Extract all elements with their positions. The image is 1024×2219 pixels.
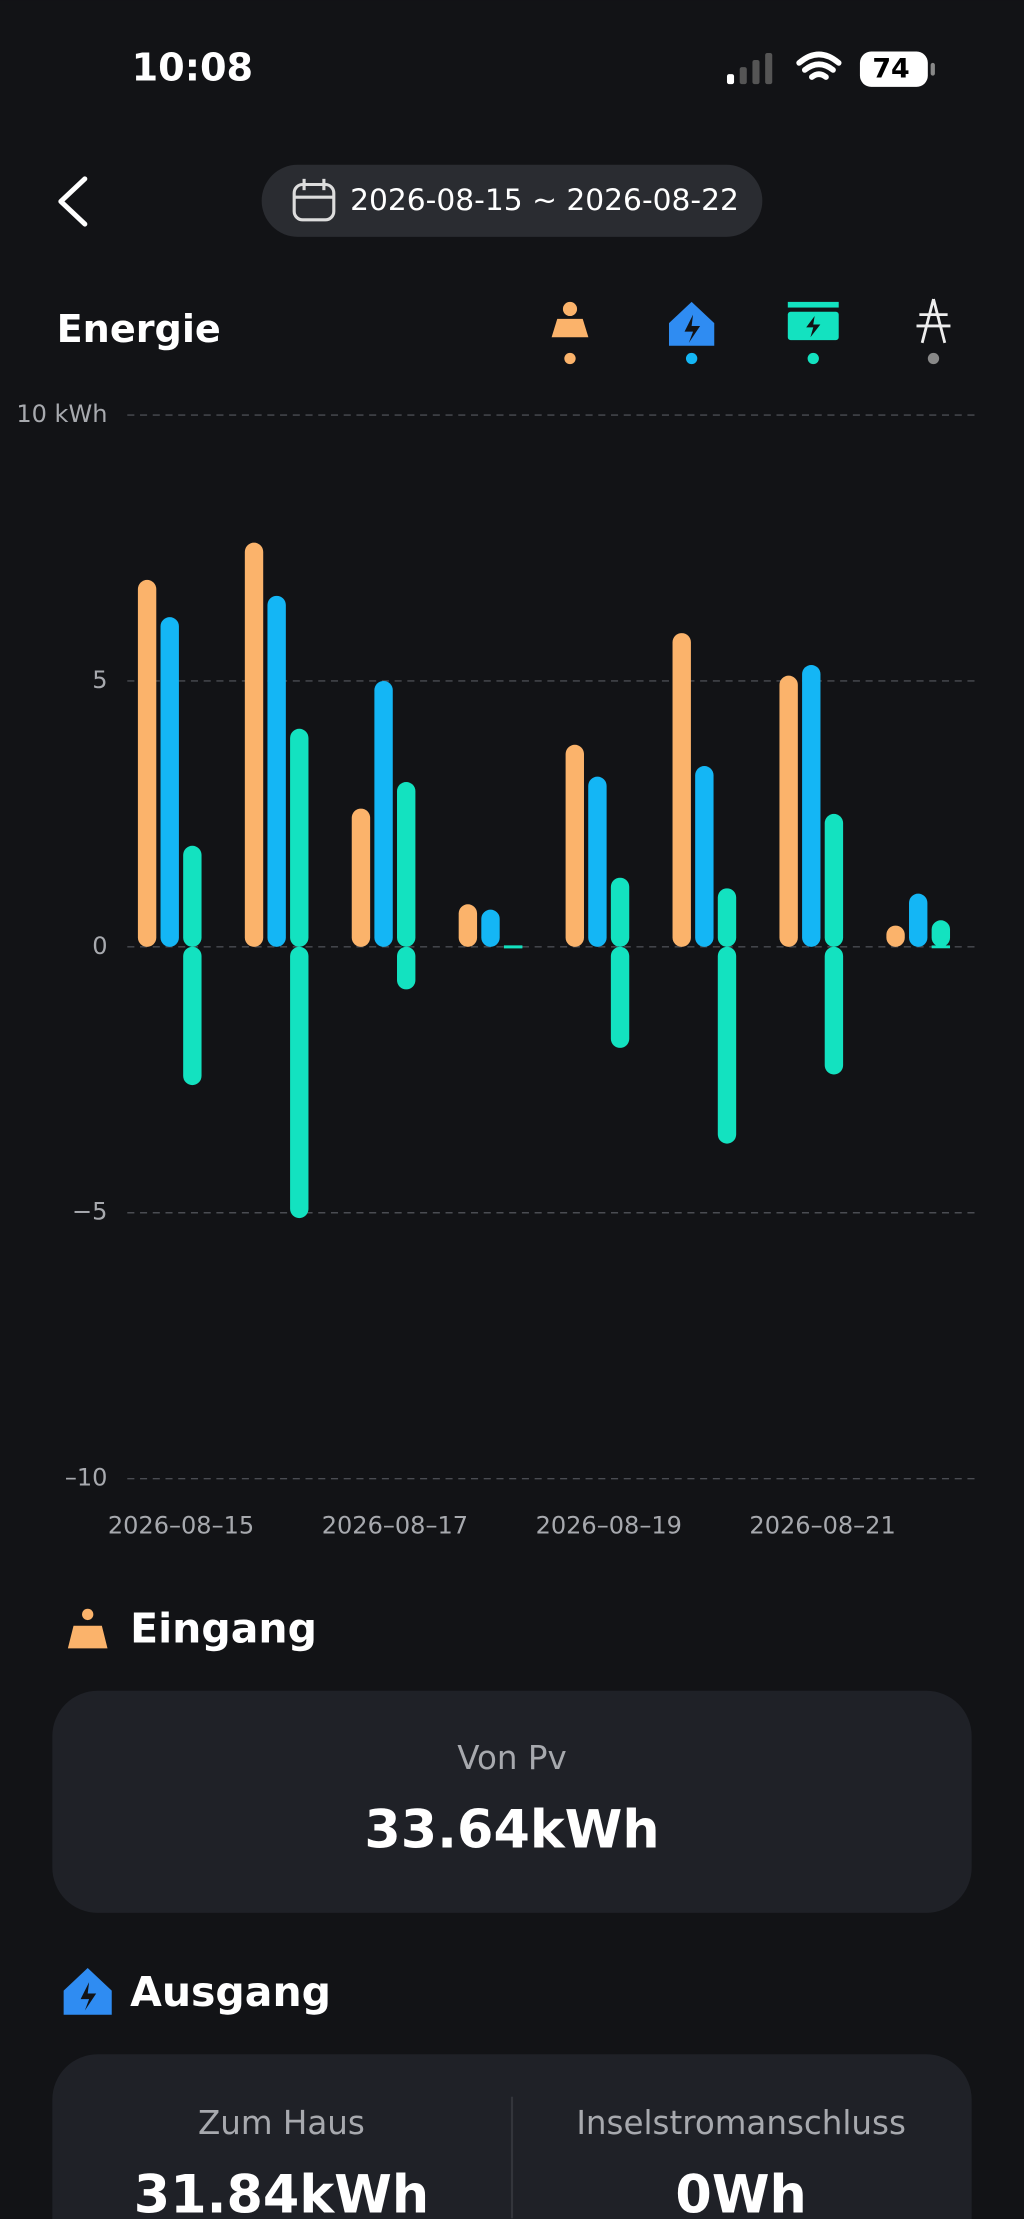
signal-icon [726, 52, 773, 85]
battery-icon [859, 51, 928, 87]
bar [397, 946, 416, 990]
pv-icon [67, 1608, 108, 1649]
bar [802, 664, 821, 947]
bar [290, 946, 309, 1219]
bar [779, 675, 798, 947]
bar [672, 633, 691, 947]
legend-grid[interactable] [916, 298, 951, 365]
bar [481, 909, 500, 947]
date-range: 2026-08-15 ~ 2026-08-22 [350, 183, 739, 218]
legend-pv[interactable] [551, 301, 589, 365]
y-tick-label: 5 [92, 666, 107, 694]
bar [824, 813, 844, 947]
calendar-icon [292, 178, 336, 222]
bar [824, 946, 844, 1075]
legend-battery[interactable] [787, 301, 839, 365]
item-value: 0Wh [675, 2165, 806, 2219]
x-tick-label: 2026–08–15 [108, 1512, 254, 1540]
item-label: Von Pv [457, 1739, 566, 1777]
bar [610, 877, 630, 947]
clock: 10:08 [132, 46, 254, 90]
bar [137, 579, 157, 947]
bar [588, 776, 607, 947]
bar [397, 781, 416, 947]
battery-tip [930, 62, 935, 76]
bar [565, 744, 584, 947]
bar [717, 946, 737, 1144]
y-tick-label: −5 [72, 1198, 107, 1226]
wifi-icon [796, 51, 842, 80]
bar [503, 945, 523, 949]
bar [183, 845, 202, 947]
bar [267, 595, 286, 947]
bar [909, 893, 928, 947]
bar [160, 617, 179, 947]
y-tick-label: 10 kWh [16, 400, 107, 428]
bar [458, 904, 478, 947]
back-button[interactable] [58, 176, 88, 227]
date-picker[interactable] [261, 164, 763, 237]
bar [886, 925, 905, 947]
home-icon [63, 1968, 112, 2015]
bar [244, 542, 264, 947]
bar [610, 946, 630, 1048]
section-title: Eingang [130, 1604, 317, 1652]
y-tick-label: –10 [65, 1464, 108, 1492]
bar [717, 888, 737, 947]
bar [931, 920, 951, 947]
item-value: 33.64kWh [364, 1800, 659, 1861]
card [52, 1690, 972, 1913]
x-tick-label: 2026–08–19 [536, 1512, 682, 1540]
section-eingang: Eingang Von Pv 33.64kWh [52, 1604, 972, 1913]
bar [931, 945, 951, 949]
section-ausgang: Ausgang Zum Haus 31.84kWh Inselstromansc… [52, 1968, 972, 2219]
battery-level: 74 [872, 53, 909, 84]
bar [351, 808, 371, 947]
legend-home[interactable] [668, 301, 715, 365]
x-tick-label: 2026–08–17 [322, 1512, 468, 1540]
chart-title: Energie [57, 308, 221, 352]
item-value: 31.84kWh [134, 2165, 429, 2219]
bar [374, 680, 393, 947]
x-tick-label: 2026–08–21 [749, 1512, 895, 1540]
bar [183, 946, 202, 1086]
bar [695, 766, 714, 947]
item-label: Zum Haus [198, 2104, 365, 2142]
chart: –10 −5 0 5 10 kWh 2026–08–15 2026–08–17 2026–08… [16, 400, 981, 1540]
y-tick-label: 0 [92, 932, 107, 960]
section-title: Ausgang [130, 1968, 331, 2016]
bar [290, 728, 309, 947]
item-label: Inselstromanschluss [576, 2104, 906, 2142]
